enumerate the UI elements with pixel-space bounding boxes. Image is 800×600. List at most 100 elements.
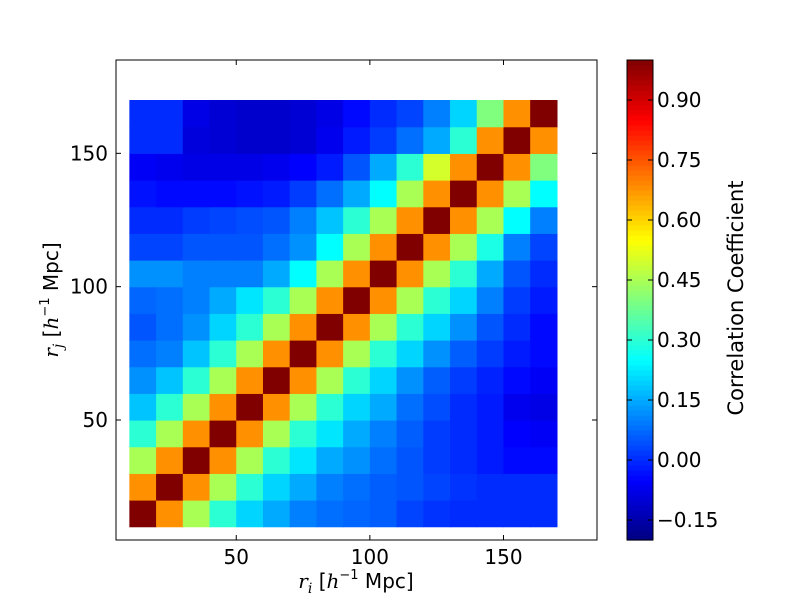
- heatmap-cell-9-1: [369, 473, 398, 501]
- heatmap-cell-2-15: [182, 100, 211, 128]
- heatmap-cell-8-15: [343, 100, 371, 128]
- heatmap-cell-15-12: [530, 180, 558, 208]
- heatmap-cell-2-3: [182, 420, 211, 448]
- heatmap-cell-1-10: [156, 233, 184, 261]
- colorbar-band-78: [627, 145, 653, 151]
- heatmap-cell-12-4: [450, 393, 478, 421]
- heatmap-cell-9-6: [369, 340, 398, 368]
- heatmap-cell-3-8: [209, 286, 237, 314]
- x-label-var: r: [298, 569, 309, 593]
- heatmap-cell-3-14: [209, 126, 237, 154]
- heatmap-cell-8-12: [343, 180, 371, 208]
- heatmap-cell-8-2: [343, 446, 371, 474]
- heatmap-cell-10-13: [396, 153, 424, 181]
- colorbar-band-71: [627, 180, 653, 186]
- heatmap-cell-14-11: [503, 206, 531, 234]
- heatmap-cell-5-14: [262, 126, 291, 154]
- colorbar-band-51: [627, 280, 653, 286]
- heatmap-cell-11-7: [423, 313, 451, 341]
- heatmap-cell-12-3: [450, 420, 478, 448]
- heatmap-cell-8-10: [343, 233, 371, 261]
- colorbar-band-48: [627, 295, 653, 301]
- colorbar-band-74: [627, 165, 653, 171]
- heatmap-cell-1-4: [156, 393, 184, 421]
- heatmap-cell-7-6: [316, 340, 344, 368]
- colorbar-band-61: [627, 230, 653, 236]
- colorbar-tick-label-6: 0.75: [657, 148, 702, 172]
- colorbar-band-88: [627, 95, 653, 101]
- heatmap-cell-8-4: [343, 393, 371, 421]
- heatmap-cell-1-7: [156, 313, 184, 341]
- heatmap-cell-6-15: [289, 100, 318, 128]
- heatmap-cell-5-4: [262, 393, 291, 421]
- heatmap-cell-15-10: [530, 233, 558, 261]
- x-axis-label: ri [h−1 Mpc]: [298, 568, 413, 597]
- heatmap-cell-14-2: [503, 446, 531, 474]
- colorbar-band-52: [627, 275, 653, 281]
- heatmap-cell-15-13: [530, 153, 558, 181]
- heatmap-cell-2-12: [182, 180, 211, 208]
- heatmap-cell-5-9: [262, 260, 291, 288]
- heatmap-cell-6-10: [289, 233, 318, 261]
- colorbar-band-4: [627, 515, 653, 521]
- heatmap-cell-5-2: [262, 446, 291, 474]
- colorbar-band-26: [627, 405, 653, 411]
- colorbar-band-11: [627, 480, 653, 486]
- heatmap-cell-14-6: [503, 340, 531, 368]
- heatmap-cell-6-14: [289, 126, 318, 154]
- heatmap-cell-5-15: [262, 100, 291, 128]
- colorbar: −0.15 0.00 0.15 0.30 0.45 0.60 0.75 0.90 Correl…: [626, 59, 748, 541]
- colorbar-band-58: [627, 245, 653, 251]
- heatmap-cell-2-9: [182, 260, 211, 288]
- heatmap-cell-8-3: [343, 420, 371, 448]
- heatmap-cell-0-11: [129, 206, 157, 234]
- colorbar-band-73: [627, 170, 653, 176]
- heatmap-cell-0-10: [129, 233, 157, 261]
- heatmap-cell-12-1: [450, 473, 478, 501]
- colorbar-band-53: [627, 270, 653, 276]
- plot-area-frame: [115, 59, 598, 541]
- heatmap-cell-7-8: [316, 286, 344, 314]
- y-label-exp: −1: [38, 297, 53, 316]
- y-label-h: h: [39, 317, 63, 330]
- heatmap-cell-4-12: [236, 180, 264, 208]
- colorbar-band-82: [627, 125, 653, 131]
- heatmap-cell-8-6: [343, 340, 371, 368]
- colorbar-band-86: [627, 105, 653, 111]
- heatmap-cell-13-3: [476, 420, 505, 448]
- heatmap-cell-7-5: [316, 366, 344, 394]
- colorbar-frame: [626, 59, 654, 541]
- heatmap-cell-9-12: [369, 180, 398, 208]
- heatmap-cell-0-12: [129, 180, 157, 208]
- heatmap-cell-15-6: [530, 340, 558, 368]
- colorbar-band-41: [627, 330, 653, 336]
- heatmap-cell-7-1: [316, 473, 344, 501]
- heatmap-cell-13-0: [476, 500, 505, 528]
- colorbar-band-29: [627, 390, 653, 396]
- heatmap-cell-0-5: [129, 366, 157, 394]
- heatmap-cell-10-7: [396, 313, 424, 341]
- heatmap-cell-6-5: [289, 366, 318, 394]
- colorbar-band-8: [627, 495, 653, 501]
- heatmap-cell-6-8: [289, 286, 318, 314]
- heatmap-cell-5-8: [262, 286, 291, 314]
- heatmap-cell-0-1: [129, 473, 157, 501]
- y-axis-label: rj [h−1 Mpc]: [38, 242, 67, 357]
- heatmap-cell-4-9: [236, 260, 264, 288]
- heatmap-cell-4-3: [236, 420, 264, 448]
- colorbar-band-90: [627, 85, 653, 91]
- colorbar-band-75: [627, 160, 653, 166]
- heatmap-cell-6-3: [289, 420, 318, 448]
- heatmap-cell-11-5: [423, 366, 451, 394]
- heatmap-cell-11-2: [423, 446, 451, 474]
- colorbar-band-95: [627, 60, 653, 66]
- heatmap-cell-2-13: [182, 153, 211, 181]
- heatmap-cell-12-7: [450, 313, 478, 341]
- heatmap-cell-11-10: [423, 233, 451, 261]
- heatmap-cell-14-9: [503, 260, 531, 288]
- heatmap-cell-5-3: [262, 420, 291, 448]
- heatmap-cell-8-7: [343, 313, 371, 341]
- x-tick-label-1: 100: [351, 545, 389, 569]
- heatmap-cell-0-9: [129, 260, 157, 288]
- colorbar-band-70: [627, 185, 653, 191]
